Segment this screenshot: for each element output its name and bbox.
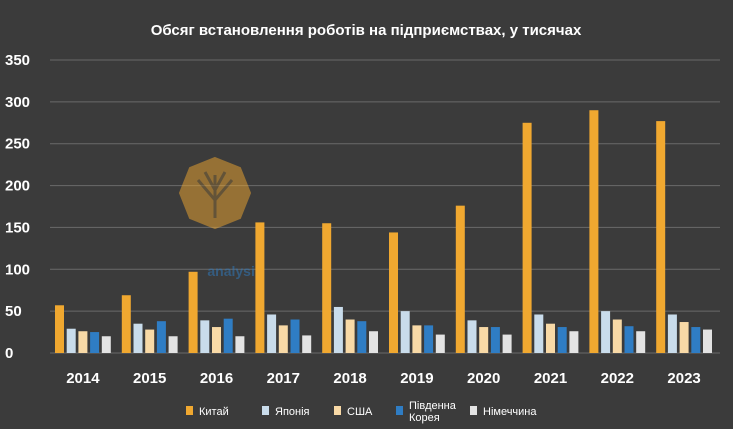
x-tick-label: 2018 bbox=[333, 370, 366, 387]
y-tick-label: 200 bbox=[5, 178, 30, 195]
bar-2-2018 bbox=[333, 306, 343, 353]
bar-5-2016 bbox=[235, 336, 245, 353]
bar-5-2022 bbox=[636, 331, 646, 353]
x-tick-label: 2017 bbox=[267, 370, 300, 387]
bar-2-2022 bbox=[601, 311, 611, 353]
bar-1-2023 bbox=[656, 121, 666, 354]
legend-label-line: Південна bbox=[409, 400, 457, 412]
x-tick-label: 2020 bbox=[467, 370, 500, 387]
bars bbox=[55, 110, 712, 354]
watermark-text: analysis bbox=[207, 263, 262, 279]
y-axis-ticks: 0 50 100 150 200 250 300 350 bbox=[5, 52, 30, 362]
watermark-logo: analysis bbox=[178, 156, 263, 279]
bar-3-2022 bbox=[612, 319, 622, 353]
bar-1-2014 bbox=[55, 305, 64, 353]
x-tick-label: 2022 bbox=[601, 370, 634, 387]
x-tick-label: 2019 bbox=[400, 370, 433, 387]
bar-2-2020 bbox=[467, 320, 477, 353]
bar-4-2021 bbox=[557, 327, 567, 353]
legend-label-line: Корея bbox=[409, 412, 440, 424]
y-tick-label: 150 bbox=[5, 219, 30, 236]
legend: Китай Японія США Південна Корея Німеччина bbox=[186, 400, 537, 424]
bar-4-2023 bbox=[691, 327, 701, 353]
legend-label: США bbox=[347, 406, 373, 418]
bar-4-2016 bbox=[223, 318, 233, 353]
legend-swatch bbox=[186, 406, 193, 415]
bar-4-2015 bbox=[156, 321, 166, 353]
watermark-seal-icon bbox=[178, 156, 252, 230]
bar-1-2015 bbox=[121, 295, 131, 353]
legend-label: Китай bbox=[199, 406, 229, 418]
bar-5-2019 bbox=[435, 334, 445, 353]
bar-3-2023 bbox=[679, 322, 689, 353]
bar-4-2017 bbox=[290, 319, 300, 353]
bar-2-2023 bbox=[667, 314, 677, 353]
bar-1-2019 bbox=[389, 232, 398, 353]
x-tick-label: 2015 bbox=[133, 370, 166, 387]
bar-3-2018 bbox=[345, 319, 355, 353]
bar-5-2020 bbox=[502, 334, 512, 353]
bar-1-2016 bbox=[188, 271, 198, 353]
y-tick-label: 100 bbox=[5, 261, 30, 278]
x-axis-ticks: 2014 2015 2016 2017 2018 2019 2020 2021 2022 2023 bbox=[66, 370, 701, 387]
bar-4-2019 bbox=[424, 325, 434, 353]
bar-2-2016 bbox=[200, 320, 210, 353]
y-tick-label: 50 bbox=[5, 303, 22, 320]
bar-2-2021 bbox=[534, 314, 544, 353]
legend-label: Японія bbox=[275, 406, 310, 418]
bar-3-2021 bbox=[546, 323, 555, 353]
y-tick-label: 0 bbox=[5, 345, 13, 362]
bar-3-2016 bbox=[212, 327, 221, 353]
legend-swatch bbox=[334, 406, 341, 415]
x-tick-label: 2023 bbox=[667, 370, 700, 387]
bar-1-2020 bbox=[455, 205, 465, 353]
bar-3-2014 bbox=[78, 331, 88, 353]
bar-1-2022 bbox=[589, 110, 599, 353]
bar-2-2015 bbox=[133, 323, 143, 353]
bar-5-2014 bbox=[101, 336, 111, 353]
bar-1-2018 bbox=[322, 223, 332, 353]
y-tick-label: 250 bbox=[5, 136, 30, 153]
bar-4-2020 bbox=[490, 327, 500, 353]
bar-4-2018 bbox=[357, 321, 367, 353]
legend-swatch bbox=[262, 406, 269, 415]
bar-1-2017 bbox=[255, 222, 265, 353]
bar-2-2014 bbox=[66, 328, 76, 353]
bar-5-2018 bbox=[369, 331, 378, 353]
legend-swatch bbox=[470, 406, 477, 415]
bar-1-2021 bbox=[522, 122, 532, 354]
bar-3-2015 bbox=[145, 329, 155, 353]
y-tick-label: 300 bbox=[5, 94, 30, 111]
y-tick-label: 350 bbox=[5, 52, 30, 69]
legend-label: Південна Корея bbox=[409, 400, 457, 424]
bar-2-2019 bbox=[400, 311, 410, 353]
tree-icon bbox=[196, 171, 234, 218]
bar-5-2017 bbox=[302, 335, 312, 353]
bar-5-2021 bbox=[569, 331, 579, 353]
bar-3-2020 bbox=[479, 327, 489, 353]
bar-4-2014 bbox=[90, 332, 100, 353]
bar-2-2017 bbox=[267, 314, 277, 353]
legend-label: Німеччина bbox=[483, 406, 537, 418]
bar-5-2023 bbox=[703, 329, 712, 353]
bar-3-2019 bbox=[412, 325, 422, 353]
x-tick-label: 2014 bbox=[66, 370, 100, 387]
x-tick-label: 2016 bbox=[200, 370, 233, 387]
legend-swatch bbox=[396, 406, 403, 415]
bar-4-2022 bbox=[624, 326, 634, 353]
chart-title: Обсяг встановлення роботів на підприємст… bbox=[151, 22, 582, 39]
bar-5-2015 bbox=[168, 336, 178, 353]
x-tick-label: 2021 bbox=[534, 370, 567, 387]
grid-lines bbox=[50, 59, 720, 354]
bar-3-2017 bbox=[278, 325, 288, 353]
